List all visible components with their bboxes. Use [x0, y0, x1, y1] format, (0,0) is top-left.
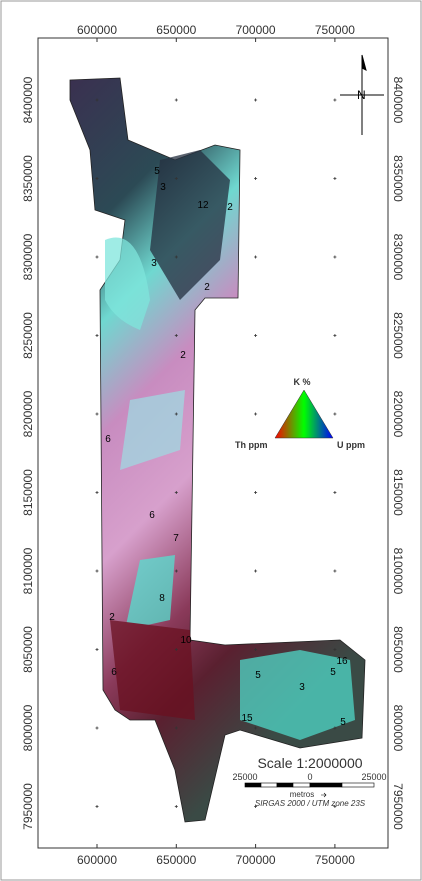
unit-label: 2	[109, 612, 115, 623]
ternary-left: Th ppm	[235, 440, 268, 450]
y-tick-label: 8300000	[391, 234, 405, 281]
y-tick-label: 8050000	[391, 626, 405, 673]
y-tick-label: 8100000	[391, 548, 405, 595]
unit-label: 3	[160, 182, 166, 193]
y-tick-label: 8100000	[21, 547, 35, 594]
ternary-top: K %	[293, 377, 310, 387]
unit-label: 5	[255, 670, 261, 681]
unit-label: 2	[204, 282, 210, 293]
x-tick-label: 750000	[315, 853, 355, 867]
y-tick-label: 8200000	[391, 391, 405, 438]
y-tick-label: 8150000	[21, 469, 35, 516]
unit-label: 15	[241, 713, 253, 724]
unit-label: 6	[105, 434, 111, 445]
y-tick-label: 8000000	[391, 705, 405, 752]
scale-tick: 0	[307, 772, 312, 782]
unit-label: 5	[154, 166, 160, 177]
y-tick-label: 7950000	[21, 783, 35, 830]
unit-label: 3	[299, 682, 305, 693]
x-tick-label: 600000	[77, 853, 117, 867]
y-tick-label: 8400000	[391, 77, 405, 124]
unit-label: 8	[159, 593, 165, 604]
y-tick-label: 8350000	[391, 155, 405, 202]
unit-label: 2	[227, 202, 233, 213]
y-tick-label: 8200000	[21, 390, 35, 437]
y-tick-label: 8250000	[391, 312, 405, 359]
y-tick-label: 8250000	[21, 312, 35, 359]
x-tick-label: 650000	[156, 853, 196, 867]
north-label: N	[357, 88, 366, 102]
x-tick-label: 600000	[77, 23, 117, 37]
x-tick-label: 650000	[156, 23, 196, 37]
y-tick-label: 8150000	[391, 469, 405, 516]
unit-label: 2	[180, 350, 186, 361]
scale-unit: metros	[290, 790, 314, 799]
unit-label: 6	[149, 510, 155, 521]
x-tick-label: 700000	[236, 853, 276, 867]
scale-tick: 25000	[232, 772, 257, 782]
scale-title: Scale 1:2000000	[257, 755, 362, 771]
map-page: 531223226678210653165155 K % Th ppm U pp…	[0, 0, 422, 881]
ternary-right: U ppm	[337, 440, 365, 450]
unit-label: 12	[197, 200, 209, 211]
scale-tick: 25000	[361, 772, 386, 782]
crs-label: SIRGAS 2000 / UTM zone 23S	[255, 799, 366, 808]
unit-label: 6	[111, 667, 117, 678]
y-tick-label: 8350000	[21, 155, 35, 202]
unit-label: 5	[340, 717, 346, 728]
scale-bar	[245, 783, 374, 787]
y-tick-label: 8400000	[21, 76, 35, 123]
y-tick-label: 7950000	[391, 783, 405, 830]
unit-label: 5	[330, 667, 336, 678]
unit-label: 16	[336, 656, 348, 667]
unit-label: 7	[173, 533, 179, 544]
x-tick-label: 750000	[315, 23, 355, 37]
unit-label: 10	[180, 635, 192, 646]
y-tick-label: 8300000	[21, 233, 35, 280]
x-tick-label: 700000	[236, 23, 276, 37]
y-tick-label: 8000000	[21, 704, 35, 751]
y-tick-label: 8050000	[21, 626, 35, 673]
unit-label: 3	[151, 258, 157, 269]
